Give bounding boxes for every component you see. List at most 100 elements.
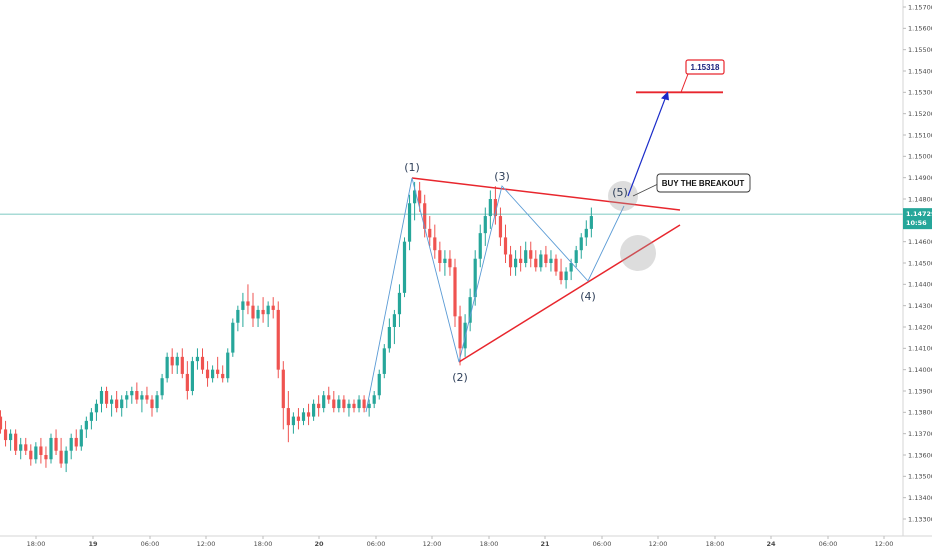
candle — [317, 395, 321, 417]
y-tick-label: 1.13700 — [908, 430, 932, 438]
candle-body — [584, 228, 588, 238]
candle-body — [195, 356, 200, 362]
candle — [514, 250, 518, 276]
candle-body — [251, 305, 255, 319]
y-tick-label: 1.14000 — [908, 366, 932, 374]
candle — [79, 425, 83, 451]
candle-body — [291, 416, 295, 426]
candle-body — [322, 395, 326, 409]
candle — [0, 410, 3, 434]
candle-body — [438, 250, 442, 263]
candle-body — [130, 390, 134, 396]
candle — [332, 390, 336, 413]
candle — [226, 348, 230, 383]
candle — [448, 250, 452, 276]
candle-body — [524, 250, 528, 263]
candle-body — [200, 356, 205, 370]
candle — [589, 207, 593, 238]
candle-body — [493, 198, 497, 217]
x-tick-label: 06:00 — [819, 540, 838, 548]
wave-path — [365, 177, 625, 413]
candle — [407, 194, 412, 251]
candle — [195, 348, 200, 370]
retest-circle — [620, 235, 656, 271]
candle-body — [256, 309, 260, 319]
candle — [39, 437, 43, 464]
candle — [312, 399, 316, 421]
y-axis[interactable]: 1.15700 1.15600 1.15500 1.15400 1.15300 1.152… — [902, 0, 932, 536]
candle-body — [135, 390, 139, 400]
candle-body — [276, 309, 280, 370]
candle — [322, 390, 326, 413]
y-tick-label: 1.15400 — [908, 67, 932, 75]
candle-body — [69, 437, 73, 451]
candle-body — [19, 444, 23, 451]
candle-body — [337, 399, 341, 409]
candle-body — [99, 390, 104, 404]
x-tick-label: 19 — [88, 540, 98, 548]
candle — [397, 284, 402, 327]
candle — [130, 386, 134, 404]
candle — [266, 301, 270, 327]
bar-countdown: 10:56 — [906, 219, 927, 227]
candle — [29, 444, 33, 466]
candle-body — [9, 433, 13, 441]
wave-label: (3) — [494, 170, 510, 183]
candle — [488, 190, 492, 229]
candle-body — [569, 262, 573, 272]
candle — [392, 309, 396, 345]
candle — [559, 258, 563, 285]
candle — [9, 429, 13, 451]
candle — [165, 352, 169, 383]
target-label-text: 1.15318 — [691, 63, 720, 72]
candle-body — [453, 267, 457, 317]
x-axis[interactable]: 18:00 19 06:00 12:00 18:00 20 06:00 12:00 18:00 2… — [0, 535, 932, 548]
candle — [306, 403, 311, 426]
candle — [524, 241, 528, 268]
candle — [493, 186, 497, 225]
candle-body — [312, 403, 316, 417]
y-tick-label: 1.14900 — [908, 174, 932, 182]
target-label-connector — [680, 73, 689, 93]
candle — [508, 245, 513, 276]
candle-body — [231, 322, 235, 353]
target-label-box — [685, 59, 725, 75]
candle — [251, 292, 255, 327]
x-tick-label: 21 — [540, 540, 550, 548]
candle-body — [94, 403, 99, 413]
candle — [135, 382, 139, 404]
candle-body — [170, 356, 174, 366]
candle — [296, 408, 301, 430]
candle — [94, 399, 99, 421]
candle-body — [54, 437, 58, 451]
candle-body — [120, 399, 124, 409]
candle — [236, 305, 240, 332]
y-tick-label: 1.14800 — [908, 195, 932, 203]
current-price-tag — [903, 208, 932, 230]
candle — [175, 352, 179, 374]
candle-body — [443, 258, 447, 263]
candle-body — [478, 233, 482, 259]
candle — [221, 365, 225, 383]
candle — [84, 416, 88, 438]
candle — [584, 220, 588, 246]
candle — [286, 390, 290, 443]
candle — [99, 386, 104, 413]
x-tick-label: 12:00 — [423, 540, 442, 548]
wave-label: (4) — [580, 290, 596, 303]
candles-layer — [0, 181, 593, 473]
candle — [89, 408, 93, 430]
candle-body — [332, 399, 336, 409]
candle-body — [79, 429, 83, 447]
candle-body — [84, 420, 88, 430]
y-tick-label: 1.15000 — [908, 153, 932, 161]
candle — [140, 390, 144, 413]
candle — [44, 446, 48, 468]
candle-body — [281, 369, 285, 409]
candle — [125, 390, 129, 409]
candle-body — [266, 305, 270, 315]
candle-body — [115, 399, 119, 409]
candle — [458, 305, 462, 366]
candle-body — [382, 348, 386, 374]
candle — [574, 245, 578, 268]
